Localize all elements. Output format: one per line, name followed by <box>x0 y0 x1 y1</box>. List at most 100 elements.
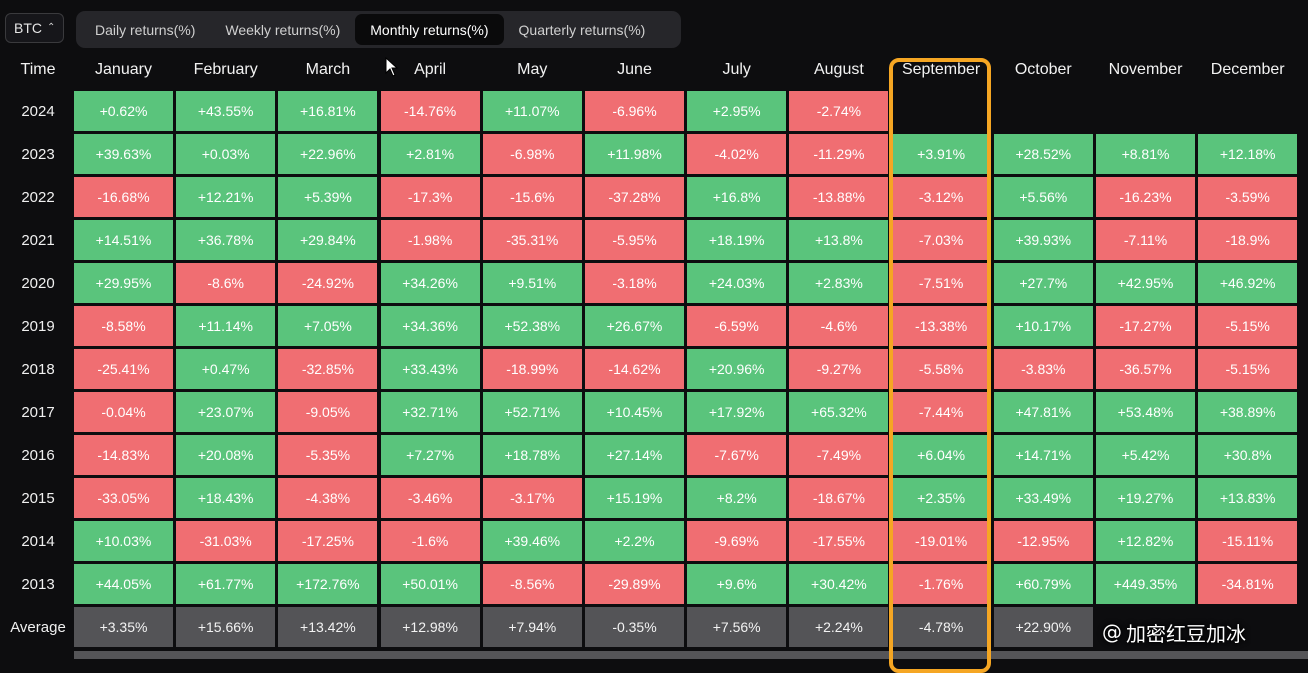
tab-monthly-returns[interactable]: Monthly returns(%) <box>355 14 504 45</box>
return-cell: -35.31% <box>482 220 582 260</box>
return-cell: +17.92% <box>687 392 787 432</box>
at-icon: @ <box>1102 620 1122 644</box>
asset-select[interactable]: BTC ⌃ <box>5 13 64 43</box>
return-cell: +65.32% <box>789 392 889 432</box>
average-cell: -4.78% <box>891 607 991 647</box>
return-cell: +52.38% <box>482 306 582 346</box>
return-cell: +52.71% <box>482 392 582 432</box>
return-cell: -5.15% <box>1198 306 1298 346</box>
return-cell: +44.05% <box>74 564 173 604</box>
return-cell: +10.45% <box>585 392 684 432</box>
return-cell: +8.2% <box>687 478 787 518</box>
return-cell: -37.28% <box>585 177 684 217</box>
return-cell: -3.17% <box>482 478 582 518</box>
row-label-year: 2017 <box>21 403 55 421</box>
column-header-december: December <box>1210 60 1285 78</box>
return-cell: -6.98% <box>482 134 582 174</box>
average-cell: +2.24% <box>789 607 889 647</box>
return-cell: +2.95% <box>687 91 787 131</box>
return-cell: -3.83% <box>993 349 1093 389</box>
return-cell: +34.36% <box>380 306 480 346</box>
return-cell: -3.46% <box>380 478 480 518</box>
average-cell: +15.66% <box>176 607 276 647</box>
return-cell: +6.04% <box>891 435 991 475</box>
column-header-february: February <box>193 60 258 78</box>
return-cell: -4.6% <box>789 306 889 346</box>
return-cell: -31.03% <box>176 521 276 561</box>
return-cell: +28.52% <box>993 134 1093 174</box>
return-cell: +18.78% <box>482 435 582 475</box>
return-cell: +15.19% <box>585 478 684 518</box>
return-cell: +9.6% <box>687 564 787 604</box>
return-cell: -9.27% <box>789 349 889 389</box>
return-cell: +12.18% <box>1198 134 1298 174</box>
return-cell: +61.77% <box>176 564 276 604</box>
watermark-text: 加密红豆加冰 <box>1126 621 1246 646</box>
return-cell: -6.96% <box>585 91 684 131</box>
return-cell: +11.14% <box>176 306 276 346</box>
return-cell: -17.55% <box>789 521 889 561</box>
return-cell: -11.29% <box>789 134 889 174</box>
return-cell: -16.23% <box>1096 177 1195 217</box>
row-label-year: 2013 <box>21 575 55 593</box>
average-cell: +12.98% <box>380 607 480 647</box>
return-cell: -2.74% <box>789 91 889 131</box>
tab-daily-returns[interactable]: Daily returns(%) <box>95 21 196 38</box>
column-header-april: April <box>414 60 447 78</box>
return-cell: -3.12% <box>891 177 991 217</box>
return-cell: -1.76% <box>891 564 991 604</box>
return-cell <box>1096 91 1195 131</box>
return-cell: -7.67% <box>687 435 787 475</box>
column-header-june: June <box>617 60 652 78</box>
return-cell: +13.83% <box>1198 478 1298 518</box>
return-cell: +30.42% <box>789 564 889 604</box>
return-cell: +12.21% <box>176 177 276 217</box>
return-cell: -18.99% <box>482 349 582 389</box>
sort-chevrons-icon: ⌃ <box>47 22 56 33</box>
toolbar: BTC ⌃ Daily returns(%) Weekly returns(%)… <box>0 0 1308 56</box>
tab-quarterly-returns[interactable]: Quarterly returns(%) <box>518 21 646 38</box>
return-cell: -17.3% <box>380 177 480 217</box>
return-cell: +53.48% <box>1096 392 1195 432</box>
return-cell: -18.67% <box>789 478 889 518</box>
asset-select-value: BTC <box>14 20 42 36</box>
return-cell: +43.55% <box>176 91 276 131</box>
return-cell: +10.03% <box>74 521 173 561</box>
return-cell: +0.03% <box>176 134 276 174</box>
column-header-may: May <box>517 60 548 78</box>
return-cell: +12.82% <box>1096 521 1195 561</box>
return-cell: +11.98% <box>585 134 684 174</box>
column-header-october: October <box>1014 60 1072 78</box>
return-cell: -4.38% <box>278 478 378 518</box>
return-cell: +22.96% <box>278 134 378 174</box>
return-cell: -15.6% <box>482 177 582 217</box>
return-cell: +39.63% <box>74 134 173 174</box>
mouse-cursor-icon <box>385 57 399 77</box>
return-cell: +26.67% <box>585 306 684 346</box>
return-cell: -8.56% <box>482 564 582 604</box>
return-cell: -13.38% <box>891 306 991 346</box>
return-cell: +27.7% <box>993 263 1093 303</box>
return-cell: +33.49% <box>993 478 1093 518</box>
return-cell: +18.19% <box>687 220 787 260</box>
row-label-year: 2019 <box>21 317 55 335</box>
return-cell: +19.27% <box>1096 478 1195 518</box>
column-header-time: Time <box>20 60 56 78</box>
column-header-july: July <box>722 60 751 78</box>
return-cell: +27.14% <box>585 435 684 475</box>
return-cell: -36.57% <box>1096 349 1195 389</box>
return-cell: +2.81% <box>380 134 480 174</box>
table-next-row-partial <box>74 651 1308 659</box>
tab-weekly-returns[interactable]: Weekly returns(%) <box>225 21 341 38</box>
return-cell: -1.98% <box>380 220 480 260</box>
average-cell: +7.56% <box>687 607 787 647</box>
return-cell: +29.95% <box>74 263 173 303</box>
column-header-september: September <box>901 60 981 78</box>
return-cell: +34.26% <box>380 263 480 303</box>
return-cell: -14.76% <box>380 91 480 131</box>
average-cell: +13.42% <box>278 607 378 647</box>
return-cell: -13.88% <box>789 177 889 217</box>
return-cell: +10.17% <box>993 306 1093 346</box>
column-header-august: August <box>813 60 864 78</box>
average-cell: -0.35% <box>585 607 684 647</box>
